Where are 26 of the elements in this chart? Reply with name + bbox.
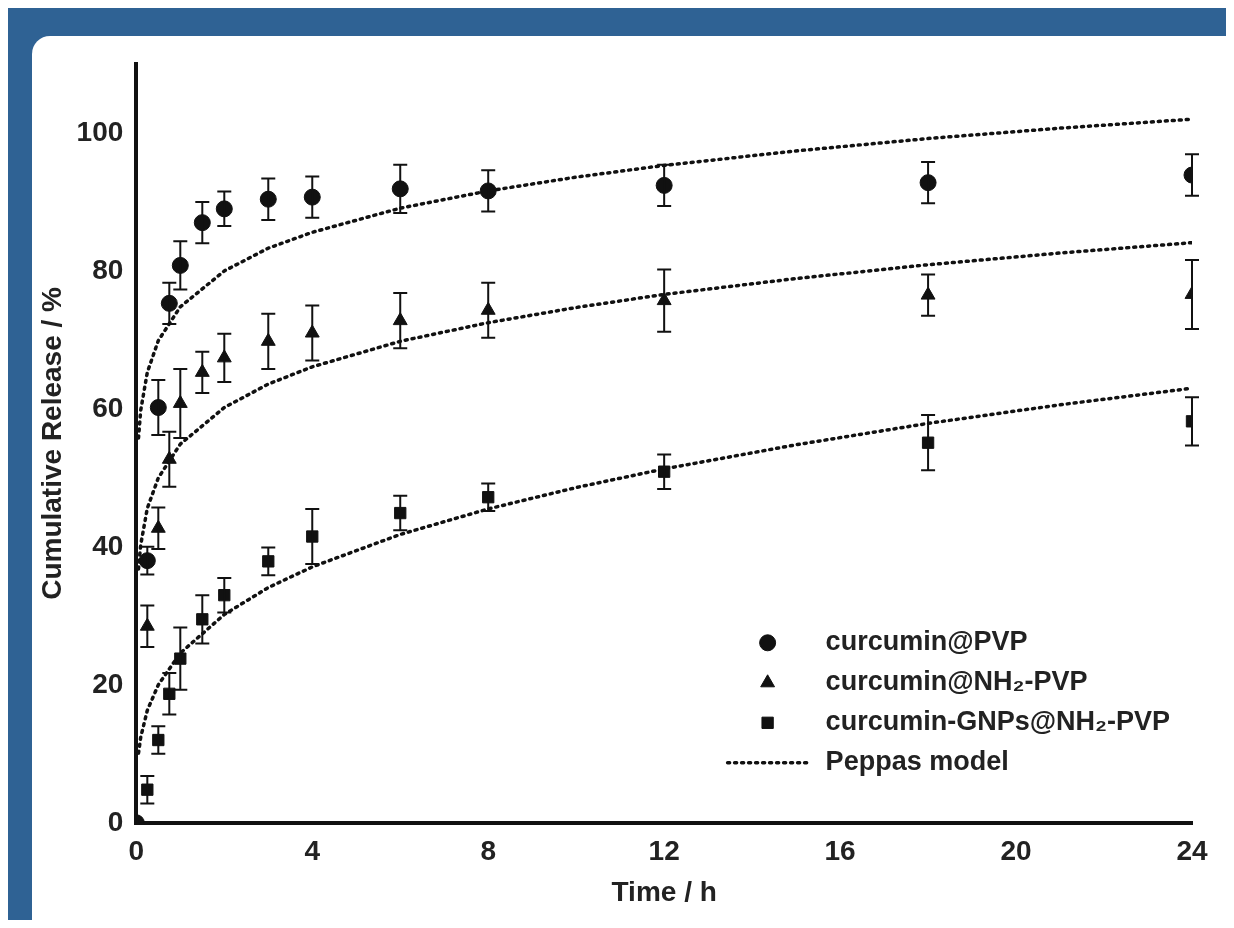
x-tick-label: 20 bbox=[1000, 835, 1032, 867]
x-axis-title: Time / h bbox=[611, 875, 717, 907]
y-tick-label: 100 bbox=[76, 115, 124, 147]
x-tick-label: 16 bbox=[824, 835, 856, 867]
x-tick-label: 12 bbox=[648, 835, 680, 867]
x-tick-label: 8 bbox=[480, 835, 496, 867]
y-axis-title: Cumulative Release / % bbox=[35, 286, 67, 600]
legend-label: curcumin-GNPs@NH₂-PVP bbox=[825, 706, 1171, 737]
legend-label: curcumin@PVP bbox=[825, 626, 1028, 657]
point bbox=[482, 491, 495, 504]
legend-label: curcumin@NH₂-PVP bbox=[825, 666, 1088, 697]
x-tick-label: 24 bbox=[1176, 835, 1208, 867]
y-tick-label: 60 bbox=[92, 391, 124, 423]
y-tick-label: 20 bbox=[92, 667, 124, 699]
point bbox=[196, 613, 209, 626]
y-tick-label: 40 bbox=[92, 529, 124, 561]
point bbox=[141, 783, 154, 796]
point bbox=[163, 687, 176, 700]
y-tick-label: 0 bbox=[107, 805, 124, 837]
x-tick-label: 4 bbox=[304, 835, 321, 867]
point bbox=[174, 652, 187, 665]
legend-label: Peppas model bbox=[825, 746, 1009, 777]
y-tick-label: 80 bbox=[92, 253, 124, 285]
point bbox=[306, 530, 319, 543]
x-tick-label: 0 bbox=[128, 835, 145, 867]
point bbox=[262, 555, 275, 568]
